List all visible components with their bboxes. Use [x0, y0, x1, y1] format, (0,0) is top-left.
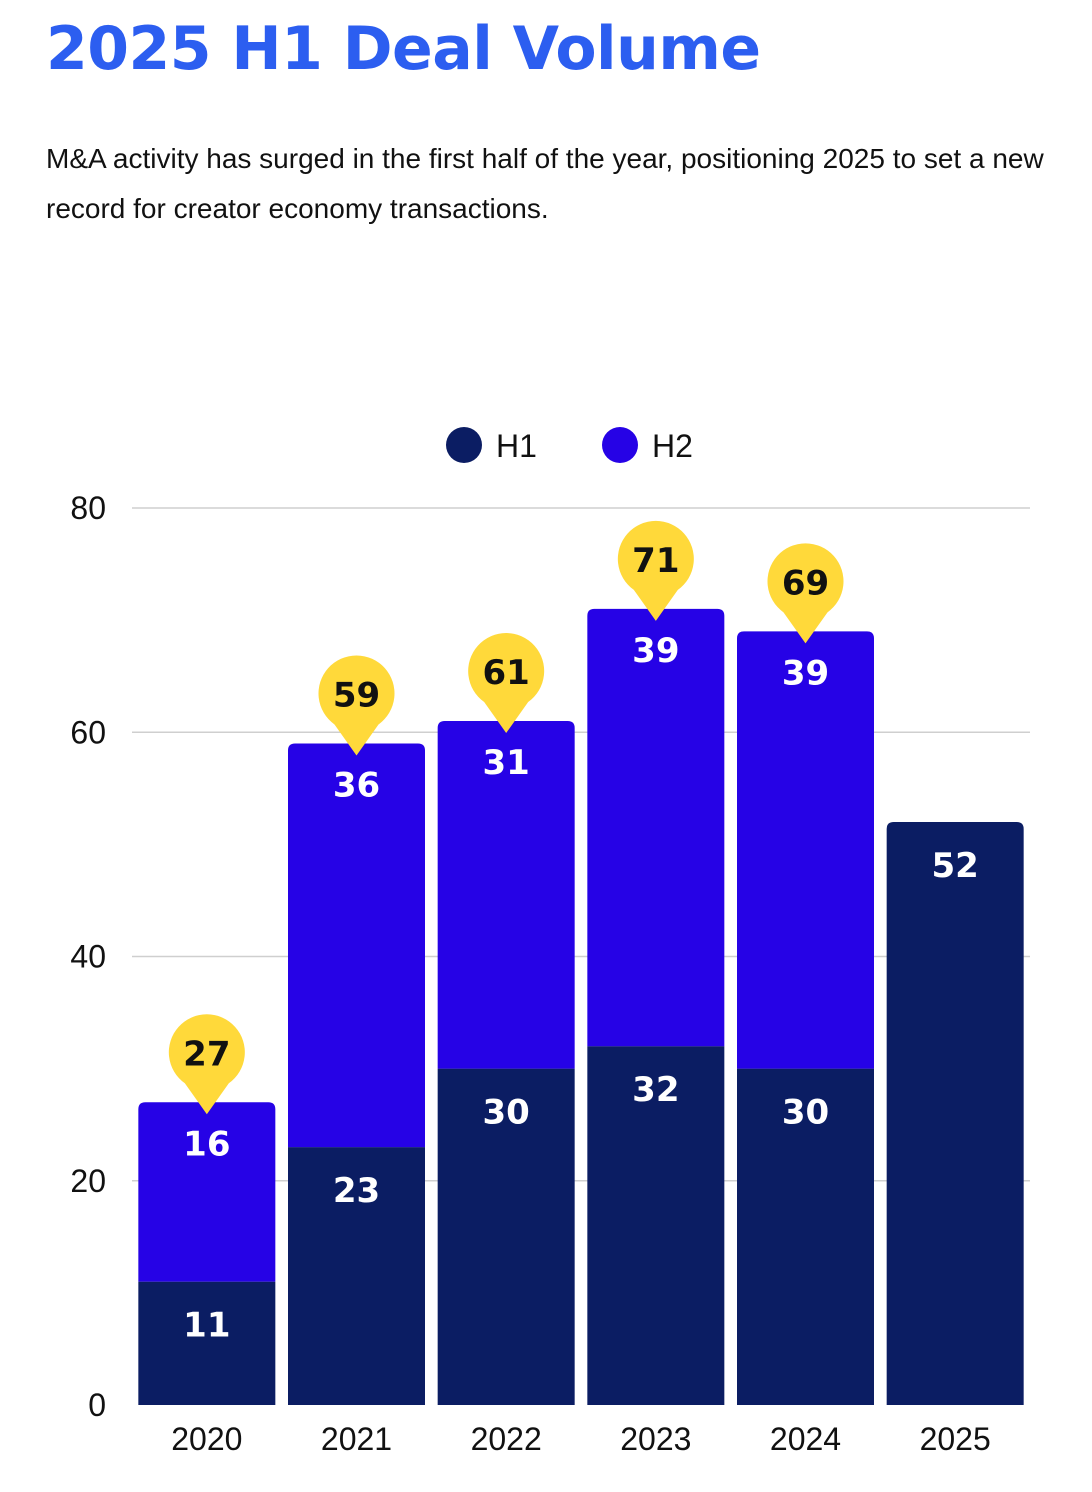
total-marker-2022: [468, 633, 545, 734]
x-tick-label: 2023: [620, 1421, 691, 1457]
x-tick-label: 2022: [471, 1421, 542, 1457]
total-label-2021: 59: [333, 675, 380, 715]
data-labels: 11 16 27 23 36 59 30 31 61 32 39 71 30 39 69 52: [168, 520, 979, 1346]
label-h2-2023: 39: [632, 631, 679, 671]
bar-h2-2021: [288, 743, 425, 1148]
bar-h1-2021: [288, 1147, 425, 1405]
label-h2-2021: 36: [333, 765, 380, 805]
bar-h1-2024: [737, 1068, 874, 1405]
x-tick-label: 2024: [770, 1421, 841, 1457]
label-h1-2020: 11: [183, 1306, 230, 1346]
total-label-2020: 27: [183, 1034, 230, 1074]
y-tick-label: 0: [88, 1387, 106, 1423]
bar-h2-2023: [587, 608, 725, 1047]
bar-h1-2020: [138, 1281, 276, 1405]
total-marker-2021: [318, 655, 395, 756]
bar-h1-2023: [587, 1046, 725, 1405]
total-marker-2024: [767, 543, 844, 644]
total-marker-2023: [617, 520, 694, 621]
label-h1-2022: 30: [483, 1093, 530, 1133]
gridlines: [132, 507, 1030, 1182]
bars: [138, 608, 1024, 1405]
y-tick-label: 20: [70, 1163, 106, 1199]
total-label-2022: 61: [483, 653, 530, 693]
label-h2-2020: 16: [183, 1124, 230, 1164]
label-h1-2024: 30: [782, 1093, 829, 1133]
total-label-2023: 71: [632, 541, 679, 581]
legend-swatch-h2: [602, 427, 638, 463]
axes: 0 20 40 60 80 2020 2021 2022 2023 2024 2025: [70, 490, 990, 1457]
chart-subtitle: M&A activity has surged in the first hal…: [46, 143, 1044, 224]
label-h2-2024: 39: [782, 653, 829, 693]
total-label-2024: 69: [782, 563, 829, 603]
x-tick-label: 2020: [171, 1421, 242, 1457]
x-tick-label: 2021: [321, 1421, 392, 1457]
bar-h2-2022: [437, 721, 575, 1069]
bar-h2-2020: [138, 1102, 276, 1282]
chart-title: 2025 H1 Deal Volume: [46, 14, 761, 84]
bar-h1-2025: [886, 821, 1024, 1405]
label-h1-2025: 52: [932, 846, 979, 886]
label-h2-2022: 31: [483, 743, 530, 783]
legend-label-h1: H1: [496, 428, 537, 464]
legend: H1 H2: [446, 427, 693, 464]
label-h1-2023: 32: [632, 1070, 679, 1110]
x-tick-label: 2025: [920, 1421, 991, 1457]
total-marker-2020: [168, 1014, 245, 1115]
legend-label-h2: H2: [652, 428, 693, 464]
y-tick-label: 80: [70, 490, 106, 526]
y-tick-label: 40: [70, 939, 106, 975]
bar-h1-2022: [437, 1068, 575, 1405]
bar-h2-2024: [737, 631, 874, 1069]
legend-swatch-h1: [446, 427, 482, 463]
y-tick-label: 60: [70, 714, 106, 750]
label-h1-2021: 23: [333, 1171, 380, 1211]
